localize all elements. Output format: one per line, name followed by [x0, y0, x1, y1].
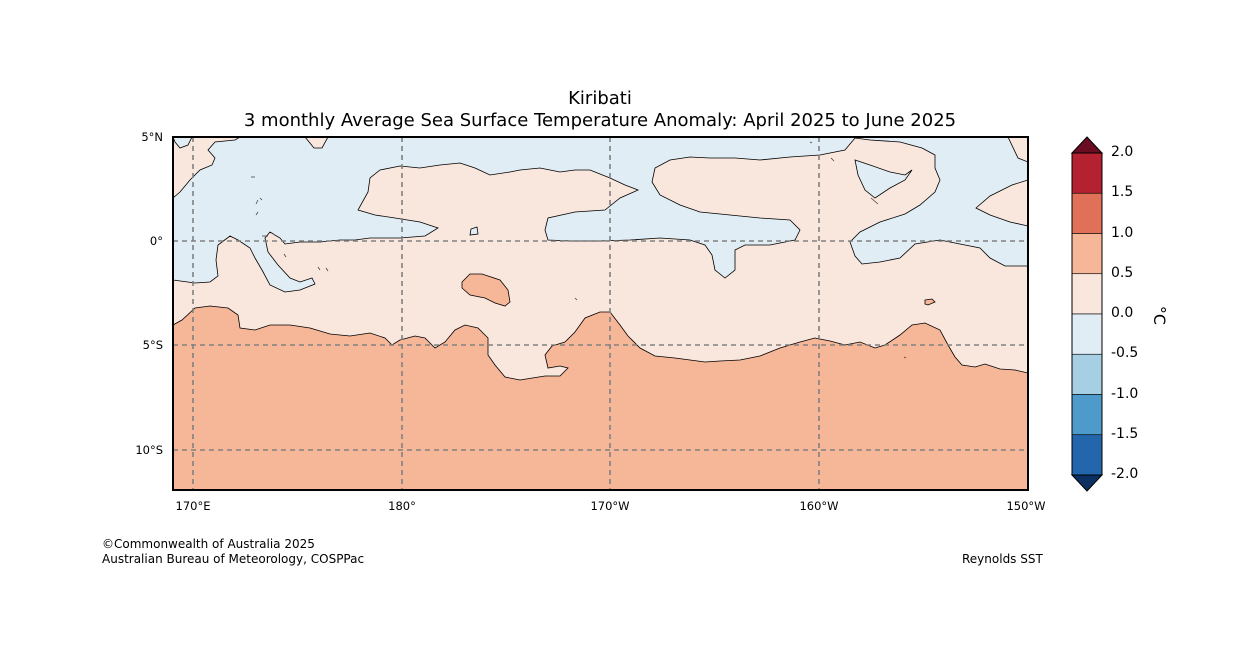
colorbar-over-arrow: [1070, 136, 1104, 154]
anomaly-negative-patch-tiny: [173, 137, 193, 149]
copyright-text: ©Commonwealth of Australia 2025: [102, 537, 315, 551]
anomaly-0.5-to-1.0-region: [173, 305, 1028, 490]
source-text: Reynolds SST: [962, 552, 1043, 566]
map-frame: [172, 136, 1029, 491]
anomaly-negative-patch-small: [469, 226, 479, 236]
island-outlines: [251, 141, 907, 359]
colorbar-tick--0.5: -0.5: [1111, 345, 1139, 361]
map-title: Kiribati: [568, 88, 632, 109]
lon-label-160w: 160°W: [799, 499, 839, 513]
colorbar-tick--1.0: -1.0: [1111, 386, 1139, 402]
lat-label-5s: 5°S: [142, 338, 163, 352]
lat-label-5n: 5°N: [141, 130, 163, 144]
colorbar-tick-1.5: 1.5: [1111, 184, 1134, 200]
map-plot-area: [173, 137, 1028, 490]
colorbar-tick-2.0: 2.0: [1111, 144, 1134, 160]
map-subtitle: 3 monthly Average Sea Surface Temperatur…: [243, 110, 957, 131]
colorbar-bin: [1071, 152, 1103, 194]
colorbar-tick--2.0: -2.0: [1111, 466, 1139, 482]
anomaly-0.5-to-1.0-small: [924, 298, 936, 306]
anomaly-negative-patch-west: [173, 137, 241, 199]
colorbar-under-arrow: [1070, 474, 1104, 492]
lat-label-10s: 10°S: [135, 443, 163, 457]
lon-label-180: 180°: [388, 499, 416, 513]
colorbar: [1070, 136, 1104, 492]
agency-text: Australian Bureau of Meteorology, COSPPa…: [102, 552, 365, 566]
colorbar-bin: [1071, 353, 1103, 395]
anomaly-0.5-to-1.0-patch: [461, 273, 511, 307]
anomaly-positive-patch-north: [304, 137, 329, 149]
colorbar-bin: [1071, 394, 1103, 436]
anomaly-negative-patch-east: [854, 159, 913, 199]
colorbar-tick--1.5: -1.5: [1111, 426, 1139, 442]
colorbar-frame: [1071, 152, 1103, 476]
anomaly-positive-patch-east: [1007, 137, 1028, 163]
map-gridlines: [173, 137, 1028, 490]
colorbar-bin: [1071, 192, 1103, 234]
lon-label-150w: 150°W: [1006, 499, 1046, 513]
credits-block: ©Commonwealth of Australia 2025 Australi…: [102, 537, 364, 567]
lon-label-170e: 170°E: [175, 499, 211, 513]
colorbar-bin: [1071, 233, 1103, 275]
lon-label-170w: 170°W: [590, 499, 630, 513]
colorbar-bin: [1071, 313, 1103, 355]
colorbar-tick-1.0: 1.0: [1111, 225, 1134, 241]
colorbar-unit: °C: [1150, 305, 1170, 326]
colorbar-tick-0.5: 0.5: [1111, 265, 1134, 281]
colorbar-tick-0.0: 0.0: [1111, 305, 1134, 321]
colorbar-bin: [1071, 273, 1103, 315]
colorbar-bin: [1071, 434, 1103, 476]
lat-label-0: 0°: [149, 234, 163, 248]
